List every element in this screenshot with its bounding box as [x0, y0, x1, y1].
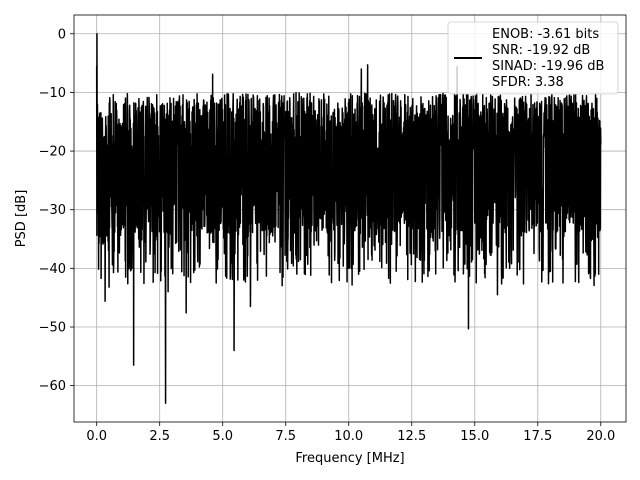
x-tick-label: 2.5	[149, 429, 170, 444]
y-axis-label: PSD [dB]	[14, 190, 29, 248]
y-tick-label: −20	[39, 145, 66, 160]
legend-entry-sinad: SINAD: -19.96 dB	[492, 59, 604, 74]
x-axis-ticks: 0.0 2.5 5.0 7.5 10.0 12.5 15.0 17.5 20.0	[86, 422, 615, 444]
legend-entry-enob: ENOB: -3.61 bits	[492, 27, 599, 42]
x-tick-label: 10.0	[334, 429, 363, 444]
x-tick-label: 0.0	[86, 429, 107, 444]
x-axis-label: Frequency [MHz]	[295, 451, 404, 466]
y-axis-ticks: 0 −10 −20 −30 −40 −50 −60	[39, 27, 74, 394]
y-tick-label: 0	[58, 27, 66, 42]
legend-box	[447, 21, 619, 95]
plot-frame	[73, 14, 627, 423]
y-tick-label: −60	[39, 379, 66, 394]
y-tick-label: −10	[39, 86, 66, 101]
y-tick-label: −40	[39, 262, 66, 277]
x-tick-label: 5.0	[212, 429, 233, 444]
y-tick-label: −30	[39, 203, 66, 218]
y-tick-label: −50	[39, 320, 66, 335]
x-tick-label: 7.5	[275, 429, 296, 444]
series-layer	[95, 33, 602, 404]
legend-entry-sfdr: SFDR: 3.38	[492, 75, 564, 90]
legend-entry-snr: SNR: -19.92 dB	[492, 43, 590, 58]
x-tick-label: 15.0	[460, 429, 489, 444]
psd-series-line	[95, 33, 602, 404]
legend: ENOB: -3.61 bits SNR: -19.92 dB SINAD: -…	[447, 21, 619, 95]
x-tick-label: 20.0	[586, 429, 615, 444]
x-tick-label: 12.5	[397, 429, 426, 444]
x-tick-label: 17.5	[523, 429, 552, 444]
